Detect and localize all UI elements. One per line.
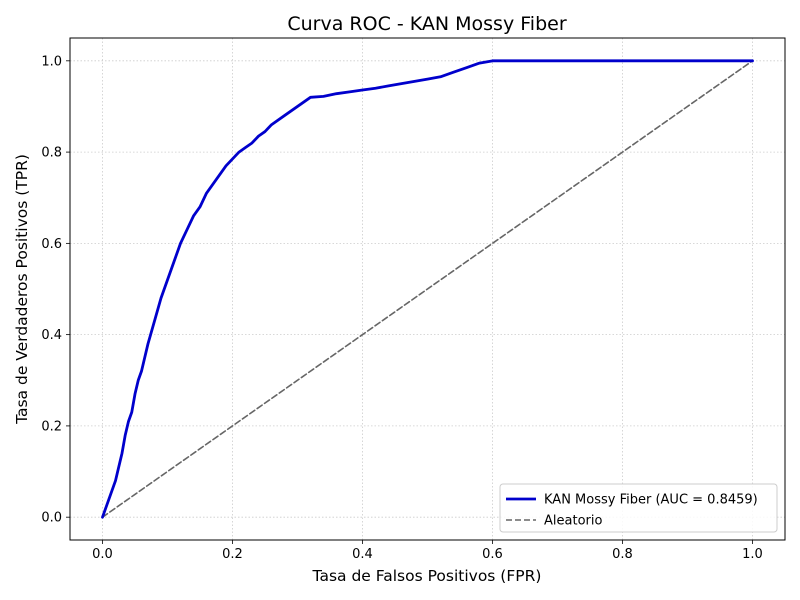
x-tick-label: 0.0 bbox=[92, 547, 113, 562]
y-tick-label: 0.6 bbox=[41, 237, 62, 252]
x-tick-label: 0.2 bbox=[222, 547, 243, 562]
random-baseline-line bbox=[101, 60, 754, 518]
legend-label: KAN Mossy Fiber (AUC = 0.8459) bbox=[544, 493, 758, 508]
axis-ticks: 0.0 0.2 0.4 0.6 0.8 1.0 0.0 0.2 0.4 0.6 0.8 1.0 bbox=[41, 54, 763, 562]
y-tick-label: 0.8 bbox=[41, 146, 62, 161]
y-tick-label: 0.4 bbox=[41, 328, 62, 343]
y-tick-label: 0.0 bbox=[41, 511, 62, 526]
y-tick-label: 1.0 bbox=[41, 54, 62, 69]
x-axis-label: Tasa de Falsos Positivos (FPR) bbox=[312, 567, 542, 585]
x-tick-label: 1.0 bbox=[742, 547, 763, 562]
x-tick-label: 0.6 bbox=[482, 547, 503, 562]
legend-label: Aleatorio bbox=[544, 514, 602, 529]
legend-box bbox=[499, 483, 778, 533]
y-tick-label: 0.2 bbox=[41, 419, 62, 434]
x-tick-label: 0.8 bbox=[612, 547, 633, 562]
chart-title: Curva ROC - KAN Mossy Fiber bbox=[287, 13, 566, 35]
plot-series bbox=[101, 59, 754, 519]
plot-frame bbox=[69, 37, 786, 541]
legend: KAN Mossy Fiber (AUC = 0.8459) Aleatorio bbox=[499, 483, 778, 533]
x-tick-label: 0.4 bbox=[352, 547, 373, 562]
roc-curve-line bbox=[101, 59, 754, 519]
y-axis-label: Tasa de Verdaderos Positivos (TPR) bbox=[13, 154, 31, 425]
